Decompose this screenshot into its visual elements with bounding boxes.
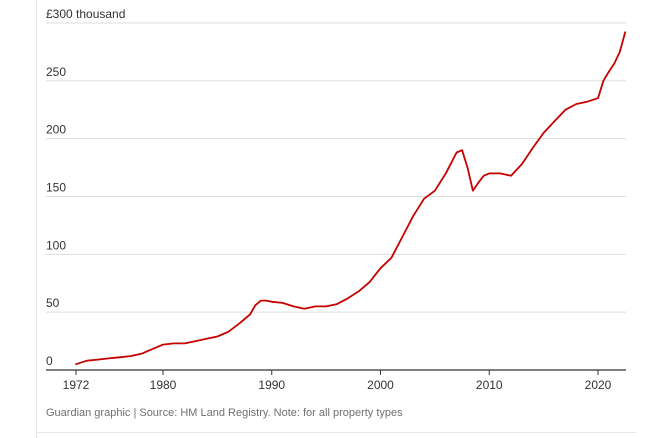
x-tick-label: 2010 (476, 378, 503, 392)
y-tick-label: 150 (46, 181, 66, 195)
bottom-divider (36, 432, 636, 433)
series-line (75, 31, 627, 366)
y-tick-label: 100 (46, 238, 66, 252)
y-tick-label: 200 (46, 123, 66, 137)
y-tick-label: 0 (46, 354, 53, 368)
x-tick-label: 1980 (150, 378, 177, 392)
x-tick-label: 1990 (258, 378, 285, 392)
x-tick-label: 1972 (63, 378, 90, 392)
x-tick-label: 2020 (585, 378, 612, 392)
left-divider (36, 0, 37, 438)
y-tick-label: 250 (46, 65, 66, 79)
x-tick-label: 2000 (367, 378, 394, 392)
source-footer: Guardian graphic | Source: HM Land Regis… (46, 407, 403, 419)
y-tick-label: £300 thousand (46, 7, 125, 21)
y-tick-label: 50 (46, 296, 60, 310)
